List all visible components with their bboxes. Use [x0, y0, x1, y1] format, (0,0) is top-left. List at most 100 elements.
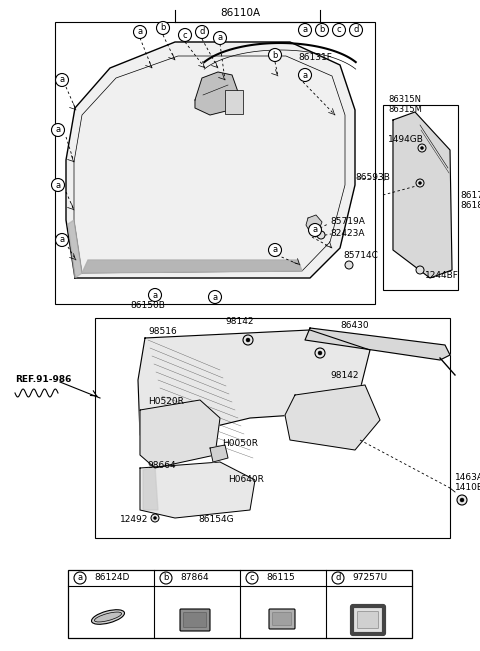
Polygon shape [68, 220, 82, 278]
Text: a: a [302, 70, 308, 79]
Circle shape [51, 124, 64, 137]
Ellipse shape [92, 610, 124, 624]
Circle shape [51, 178, 64, 191]
FancyBboxPatch shape [358, 611, 379, 628]
Circle shape [460, 498, 464, 502]
Polygon shape [210, 445, 228, 462]
Text: 86177: 86177 [460, 191, 480, 199]
Text: REF.91-986: REF.91-986 [15, 376, 72, 385]
Text: 1463AA: 1463AA [455, 473, 480, 482]
Circle shape [160, 572, 172, 584]
Text: c: c [183, 31, 187, 40]
Text: b: b [319, 25, 324, 35]
Circle shape [268, 49, 281, 61]
Circle shape [418, 144, 426, 152]
Text: b: b [272, 51, 278, 59]
Circle shape [154, 516, 156, 519]
FancyBboxPatch shape [269, 609, 295, 629]
Text: 86150B: 86150B [130, 301, 165, 309]
Text: a: a [77, 574, 83, 583]
Text: 85714C: 85714C [343, 251, 378, 260]
Text: 86124D: 86124D [94, 574, 130, 583]
Text: H0640R: H0640R [228, 475, 264, 484]
Text: 86315N: 86315N [388, 96, 421, 105]
Text: a: a [302, 25, 308, 35]
Polygon shape [138, 330, 370, 445]
Circle shape [420, 146, 423, 150]
Text: 86593B: 86593B [355, 174, 390, 182]
Text: 12492: 12492 [120, 516, 148, 525]
FancyBboxPatch shape [352, 606, 384, 634]
Text: a: a [213, 292, 217, 301]
Polygon shape [143, 466, 158, 510]
Circle shape [74, 572, 86, 584]
Text: 1244BF: 1244BF [425, 271, 459, 279]
Text: 86315M: 86315M [388, 105, 422, 113]
Circle shape [309, 223, 322, 236]
Text: 85719A: 85719A [330, 217, 365, 227]
Text: a: a [55, 126, 60, 135]
Text: b: b [160, 23, 166, 33]
Circle shape [151, 514, 159, 522]
Circle shape [56, 234, 69, 247]
Text: a: a [55, 180, 60, 189]
Text: c: c [250, 574, 254, 583]
Circle shape [156, 21, 169, 35]
Text: a: a [312, 225, 318, 234]
FancyBboxPatch shape [180, 609, 210, 631]
Polygon shape [66, 42, 355, 278]
Circle shape [299, 23, 312, 36]
Circle shape [416, 266, 424, 274]
Circle shape [317, 231, 325, 239]
Text: 86115: 86115 [266, 574, 295, 583]
Circle shape [268, 243, 281, 256]
Circle shape [345, 261, 353, 269]
Circle shape [133, 25, 146, 38]
Text: a: a [137, 27, 143, 36]
Circle shape [243, 335, 253, 345]
Text: 98142: 98142 [226, 318, 254, 327]
Polygon shape [306, 215, 322, 232]
Text: 86187: 86187 [460, 201, 480, 210]
Circle shape [246, 572, 258, 584]
Circle shape [416, 179, 424, 187]
Bar [55, 22, 375, 304]
Polygon shape [195, 72, 238, 115]
Bar [383, 105, 458, 290]
Circle shape [214, 31, 227, 44]
Text: d: d [336, 574, 341, 583]
Text: 1410BZ: 1410BZ [455, 484, 480, 493]
Circle shape [457, 495, 467, 505]
Text: 98664: 98664 [147, 460, 176, 469]
Text: H0520R: H0520R [148, 398, 184, 406]
Bar [68, 570, 412, 638]
Text: 97257U: 97257U [352, 574, 387, 583]
Circle shape [318, 351, 322, 355]
Bar [225, 90, 243, 114]
Text: 86110A: 86110A [220, 8, 260, 18]
Text: a: a [60, 236, 65, 245]
Polygon shape [285, 385, 380, 450]
Text: 98142: 98142 [330, 370, 359, 380]
Text: 87864: 87864 [180, 574, 209, 583]
Text: 98516: 98516 [148, 327, 177, 337]
Bar [95, 318, 450, 538]
Text: 86430: 86430 [340, 320, 369, 329]
FancyBboxPatch shape [273, 613, 291, 626]
Text: H0050R: H0050R [222, 439, 258, 447]
Circle shape [315, 348, 325, 358]
Polygon shape [140, 462, 255, 518]
Text: d: d [353, 25, 359, 35]
Circle shape [315, 23, 328, 36]
Circle shape [299, 68, 312, 81]
Circle shape [195, 25, 208, 38]
Text: a: a [153, 290, 157, 299]
Polygon shape [82, 260, 302, 273]
Text: 1494GB: 1494GB [388, 135, 424, 145]
Circle shape [246, 338, 250, 342]
Circle shape [208, 290, 221, 303]
Text: a: a [273, 245, 277, 255]
Text: b: b [163, 574, 168, 583]
Circle shape [419, 182, 421, 184]
Text: a: a [60, 76, 65, 85]
